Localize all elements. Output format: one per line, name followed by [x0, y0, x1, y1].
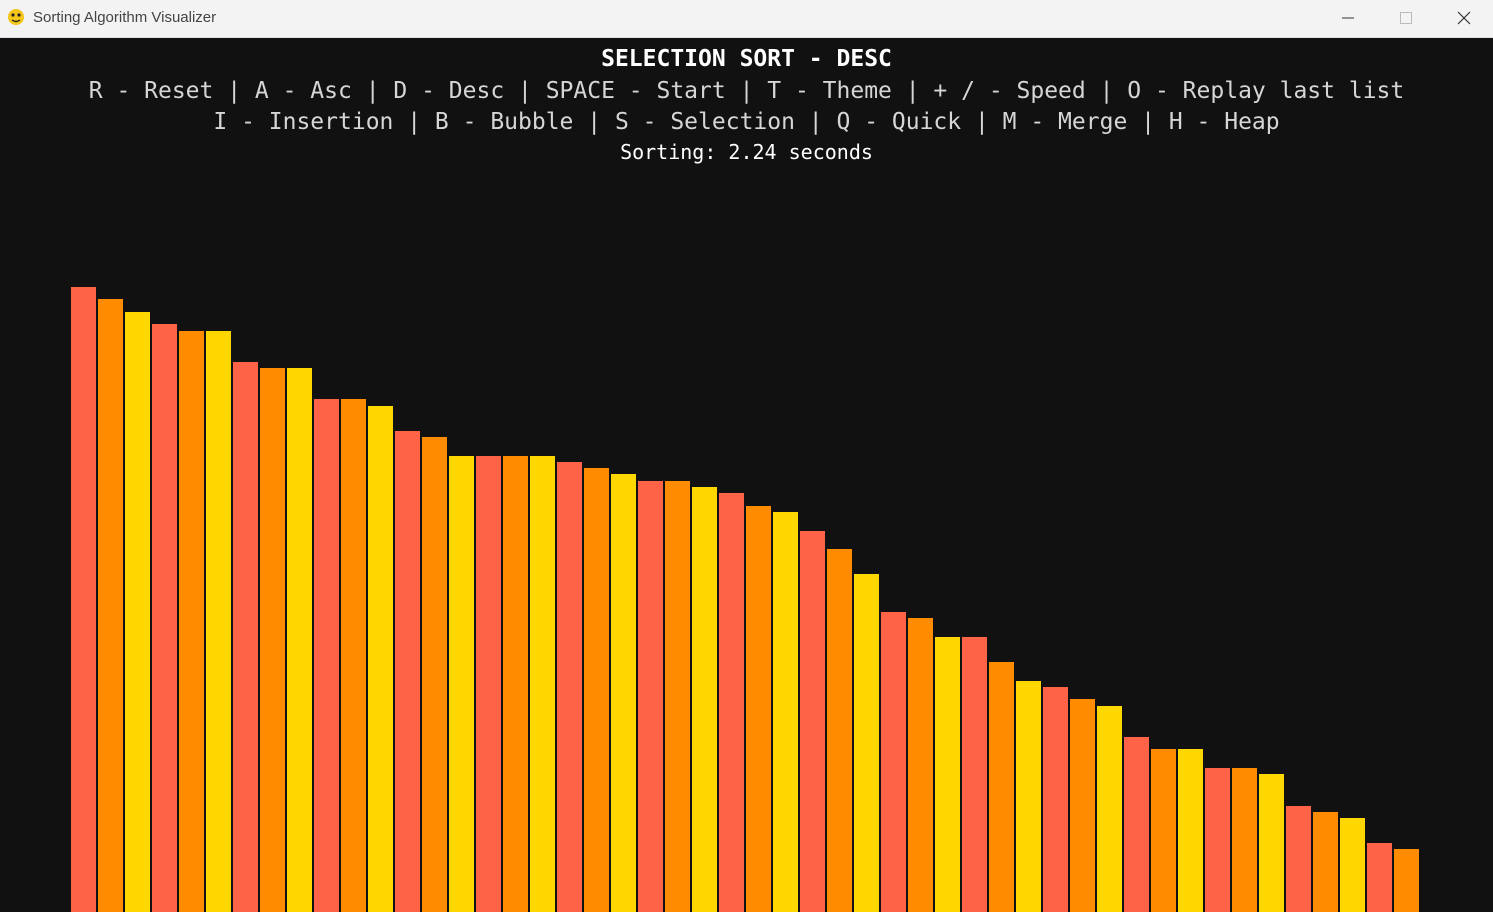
bar [1232, 768, 1257, 912]
bar [611, 474, 636, 912]
window-title: Sorting Algorithm Visualizer [33, 9, 217, 26]
bar [962, 637, 987, 912]
bar [881, 612, 906, 912]
bar [503, 456, 528, 912]
bar [1286, 806, 1311, 912]
bar [1016, 681, 1041, 912]
bar [557, 462, 582, 912]
maximize-icon [1400, 12, 1412, 24]
bar [125, 312, 150, 912]
bar [395, 431, 420, 912]
bar [476, 456, 501, 912]
bar [1313, 812, 1338, 912]
bar [260, 368, 285, 912]
bar [908, 618, 933, 912]
window-titlebar: Sorting Algorithm Visualizer [0, 0, 1493, 38]
bar [989, 662, 1014, 912]
bar [719, 493, 744, 912]
maximize-button[interactable] [1378, 0, 1436, 37]
bar [1178, 749, 1203, 912]
bar [287, 368, 312, 912]
bar [800, 531, 825, 912]
bar [368, 406, 393, 912]
bar [638, 481, 663, 912]
bar [1124, 737, 1149, 912]
bar [1205, 768, 1230, 912]
bar [584, 468, 609, 912]
bar [449, 456, 474, 912]
minimize-button[interactable] [1320, 0, 1378, 37]
visualizer-canvas[interactable]: SELECTION SORT - DESC R - Reset | A - As… [0, 38, 1493, 912]
python-snake-icon [7, 8, 25, 26]
bar [1097, 706, 1122, 912]
bar [71, 287, 96, 912]
bar [1340, 818, 1365, 912]
bar [1259, 774, 1284, 912]
bar [692, 487, 717, 912]
minimize-icon [1342, 17, 1354, 19]
bar [935, 637, 960, 912]
close-icon [1457, 11, 1471, 25]
controls-help-line-1: R - Reset | A - Asc | D - Desc | SPACE -… [88, 78, 1405, 104]
bar [854, 574, 879, 912]
controls-help-line-2: I - Insertion | B - Bubble | S - Selecti… [213, 109, 1280, 135]
bar [665, 481, 690, 912]
bar [98, 299, 123, 912]
bar [314, 399, 339, 912]
bar [773, 512, 798, 912]
bar [1394, 849, 1419, 912]
bar [179, 331, 204, 912]
bar [746, 506, 771, 912]
bar-chart [0, 38, 1493, 912]
bar [341, 399, 366, 912]
bar [1043, 687, 1068, 912]
bar [827, 549, 852, 912]
sorting-timer: Sorting: 2.24 seconds [620, 140, 873, 164]
bar [422, 437, 447, 912]
close-button[interactable] [1436, 0, 1493, 37]
bar [1151, 749, 1176, 912]
bar [206, 331, 231, 912]
algorithm-heading: SELECTION SORT - DESC [601, 46, 892, 72]
bar [1070, 699, 1095, 912]
bar [1367, 843, 1392, 912]
bar [530, 456, 555, 912]
bar [233, 362, 258, 912]
bar [152, 324, 177, 912]
